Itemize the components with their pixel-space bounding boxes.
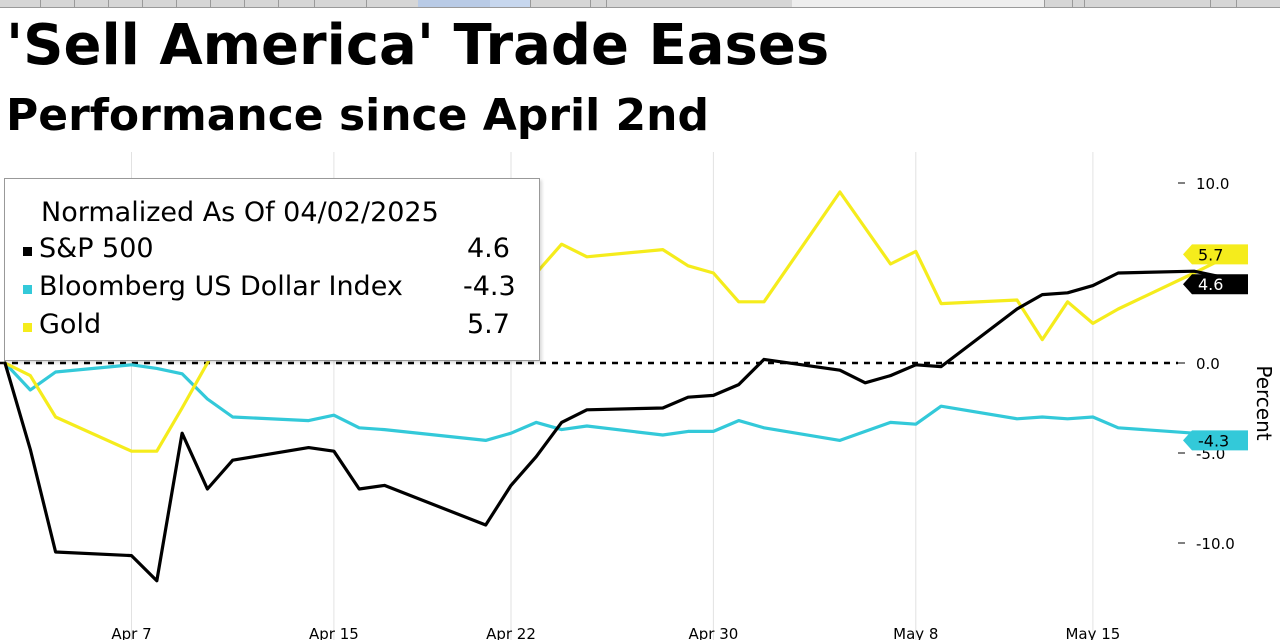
x-tick-label: Apr 15 [309,625,359,640]
legend-name-gold: Gold [39,309,102,340]
x-tick-label: Apr 30 [688,625,738,640]
y-tick-label: 10.0 [1196,175,1229,193]
top-toolbar [0,0,1280,8]
x-tick-label: Apr 22 [486,625,536,640]
legend-item-gold: Gold 5.7 [19,309,529,345]
legend-swatch-sp500 [23,247,32,256]
x-tick-label: May 15 [1065,625,1120,640]
legend-item-dollar-index: Bloomberg US Dollar Index -4.3 [19,271,529,307]
x-tick-label: May 8 [893,625,938,640]
chart-subtitle: Performance since April 2nd [6,90,709,141]
svg-text:5.7: 5.7 [1198,245,1223,264]
last-value-tag-0: 4.6 [1183,274,1248,295]
series-lines [3,190,1247,583]
legend-box: Normalized As Of 04/02/2025 S&P 500 4.6 … [4,178,540,361]
x-tick-label: Apr 7 [111,625,151,640]
y-axis: 10.00.0-5.0-10.0 [1178,175,1235,553]
legend-header: Normalized As Of 04/02/2025 [41,197,439,228]
svg-text:4.6: 4.6 [1198,275,1223,294]
y-axis-title: Percent [1252,365,1276,440]
last-value-tags: 4.6 -4.3 5.7 [1183,244,1248,451]
legend-value-sp500: 4.6 [467,233,510,264]
last-value-tag-2: 5.7 [1183,244,1248,265]
y-tick-label: -10.0 [1196,535,1235,553]
legend-item-sp500: S&P 500 4.6 [19,233,529,269]
legend-value-dollar-index: -4.3 [463,271,516,302]
legend-swatch-gold [23,323,32,332]
series-line-0 [3,269,1247,583]
legend-name-sp500: S&P 500 [39,233,154,264]
chart-title: 'Sell America' Trade Eases [6,13,830,78]
legend-name-dollar-index: Bloomberg US Dollar Index [39,271,403,302]
x-axis: Apr 7 Apr 15 Apr 22 Apr 30 May 8 May 15 [111,625,1120,640]
legend-swatch-dollar-index [23,285,32,294]
svg-text:-4.3: -4.3 [1198,431,1229,450]
series-line-2 [3,190,1222,453]
last-value-tag-1: -4.3 [1183,430,1248,451]
legend-value-gold: 5.7 [467,309,510,340]
y-tick-label: 0.0 [1196,355,1220,373]
